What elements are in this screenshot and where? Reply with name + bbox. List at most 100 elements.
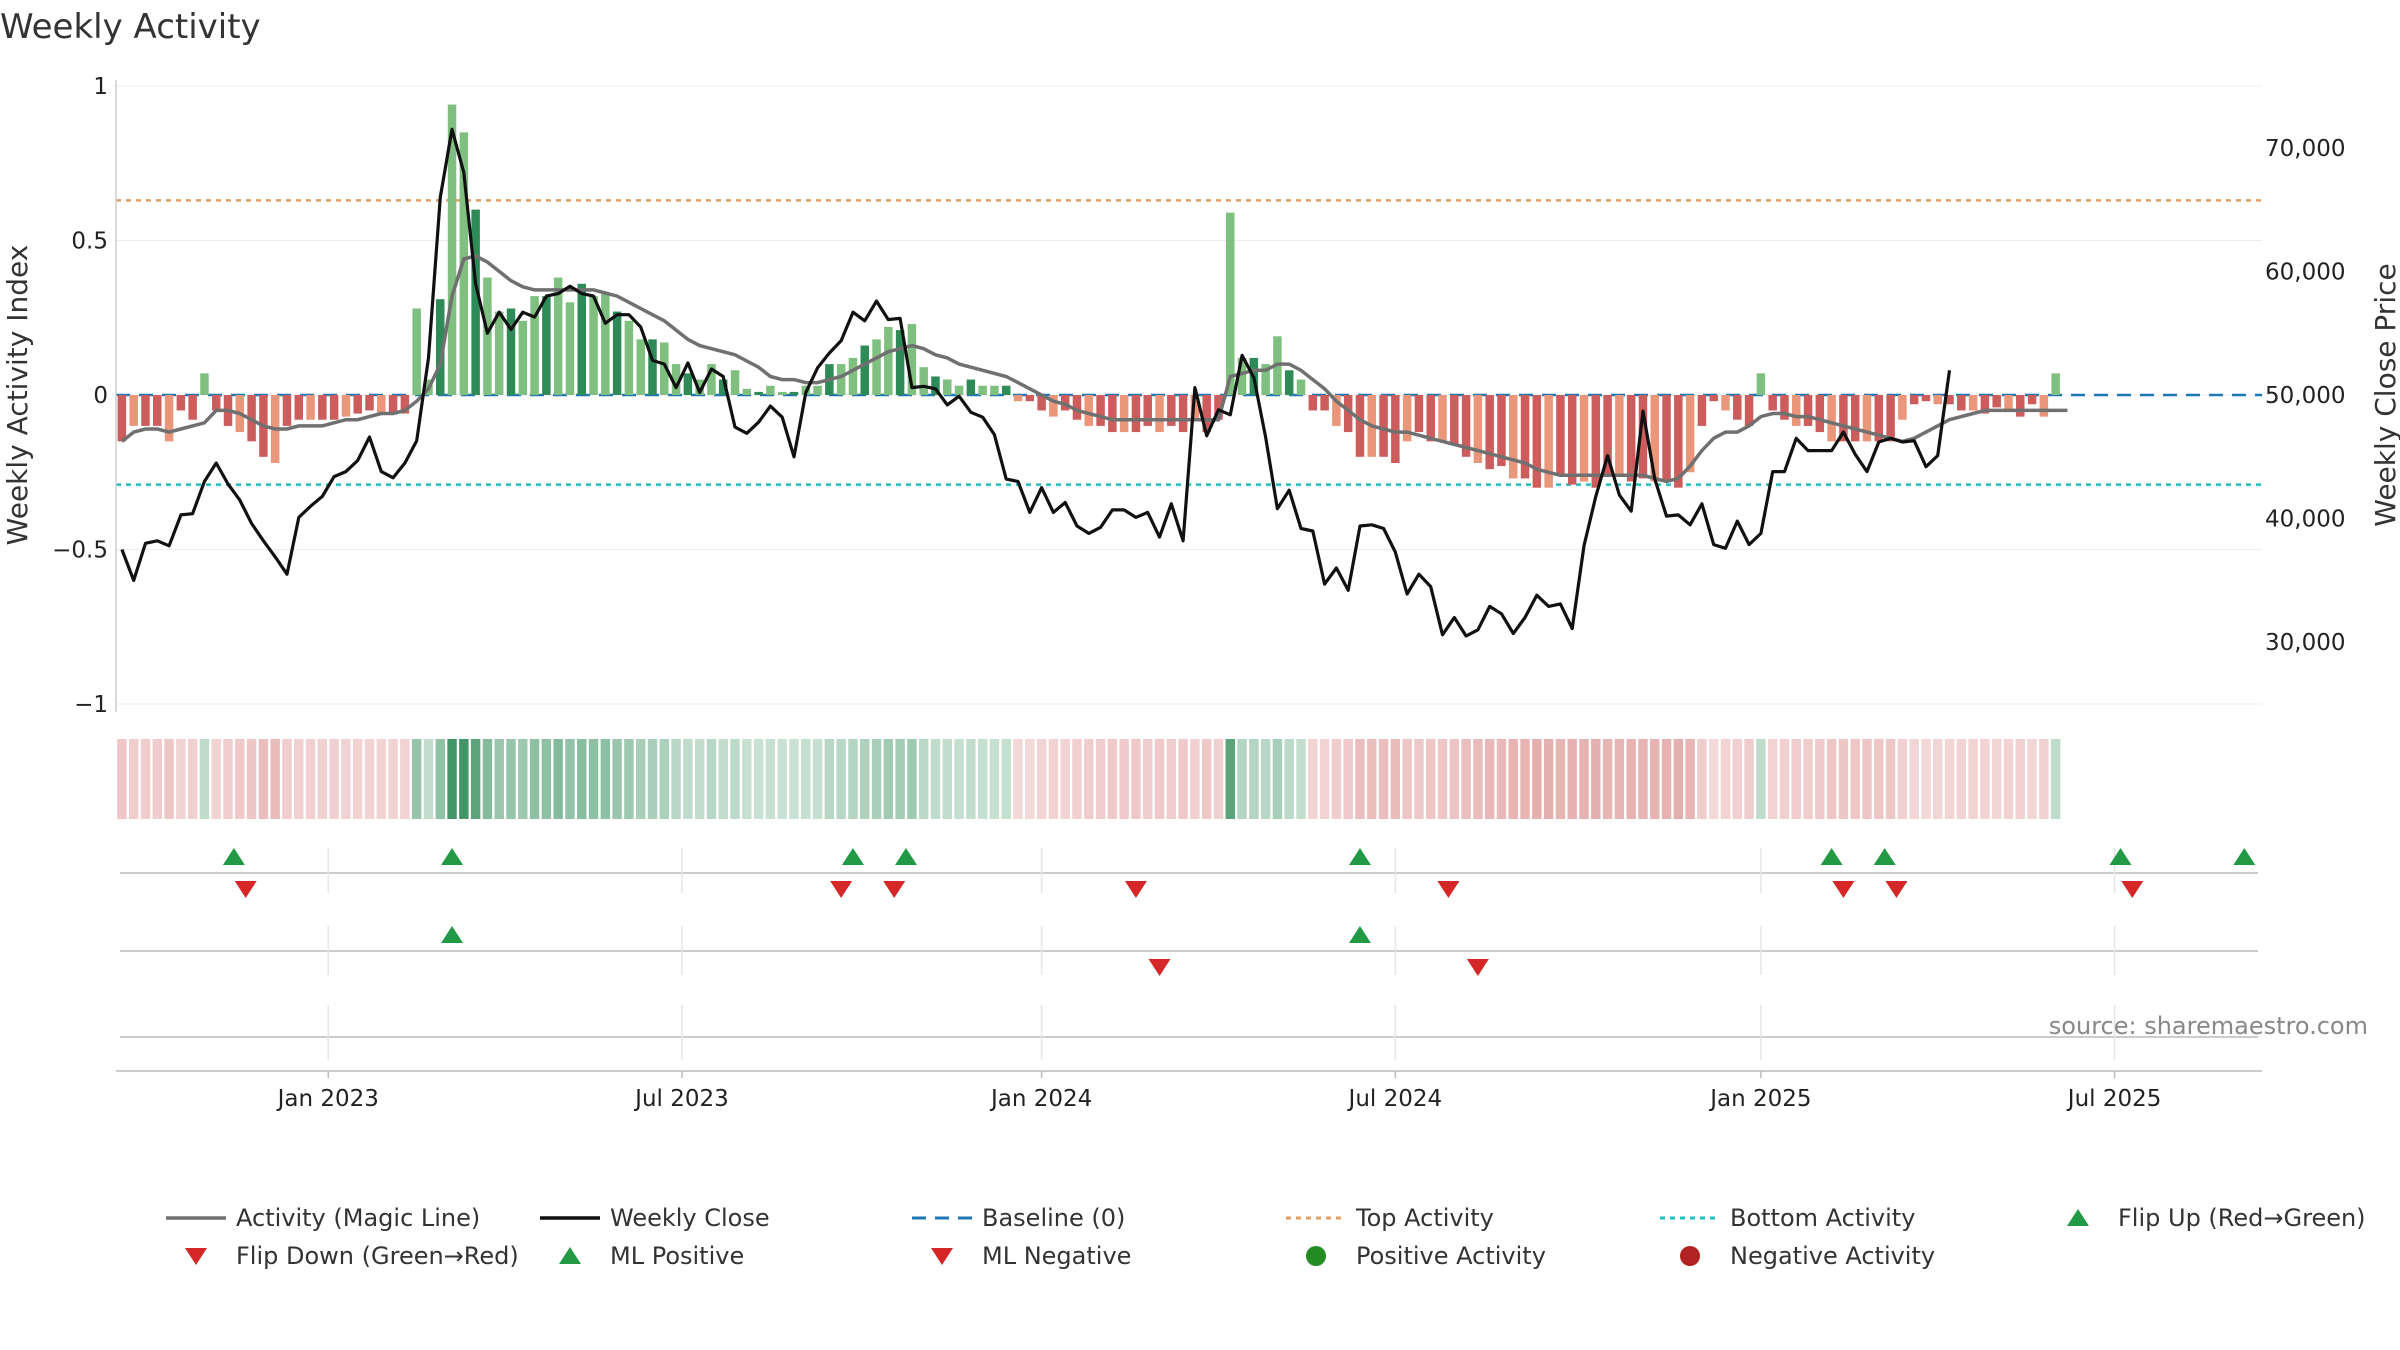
activity-bar xyxy=(1839,395,1848,442)
activity-bar xyxy=(329,395,339,420)
ml-negative-marker xyxy=(1466,959,1489,976)
left-tick-label: 0.5 xyxy=(71,229,108,255)
heat-cell xyxy=(1190,739,1200,819)
heat-cell xyxy=(730,739,740,819)
heat-cell xyxy=(388,739,398,819)
x-tick-label: Jan 2025 xyxy=(1708,1086,1811,1112)
heat-cell xyxy=(789,739,799,819)
activity-bar xyxy=(1332,395,1341,426)
activity-bar xyxy=(589,296,598,395)
activity-bar xyxy=(860,345,869,395)
heat-cell xyxy=(1249,739,1259,819)
left-axis-label: Weekly Activity Index xyxy=(1,245,34,546)
activity-bar xyxy=(2004,395,2013,411)
x-tick-label: Jul 2023 xyxy=(633,1086,729,1112)
right-axis-label: Weekly Close Price xyxy=(2369,263,2400,526)
activity-bar xyxy=(1567,395,1577,485)
heat-cell xyxy=(1791,739,1801,819)
activity-bar xyxy=(671,364,681,395)
activity-bar xyxy=(1084,395,1094,426)
heat-cell xyxy=(1944,739,1955,819)
activity-bar xyxy=(1591,395,1601,488)
legend-item: Flip Down (Green→Red) xyxy=(185,1242,519,1270)
magic-line xyxy=(120,254,2068,484)
heat-cell xyxy=(482,739,493,819)
activity-bar xyxy=(553,277,563,395)
activity-bar xyxy=(1968,395,1978,411)
heat-cell xyxy=(1013,739,1023,819)
heat-cell xyxy=(1673,739,1684,819)
legend-item: Positive Activity xyxy=(1306,1242,1546,1270)
heat-cell xyxy=(671,739,681,819)
activity-bar xyxy=(1744,395,1754,426)
heat-cell xyxy=(1484,739,1495,819)
left-tick-label: −0.5 xyxy=(52,538,108,564)
heat-cell xyxy=(187,739,198,819)
heat-cell xyxy=(1980,739,1990,819)
legend-label: Flip Down (Green→Red) xyxy=(236,1242,519,1270)
heat-cell xyxy=(1661,739,1672,819)
heat-cell xyxy=(1213,739,1224,819)
activity-bar xyxy=(353,395,362,414)
heat-cell xyxy=(1567,739,1577,819)
legend-item: ML Positive xyxy=(559,1242,744,1270)
activity-bar xyxy=(601,293,610,395)
heat-cell xyxy=(258,739,269,819)
heat-cell xyxy=(1154,739,1165,819)
heat-cell xyxy=(329,739,339,819)
activity-bar xyxy=(1049,395,1058,417)
activity-bar xyxy=(494,311,504,395)
heat-cell xyxy=(659,739,670,819)
heat-cell xyxy=(883,739,894,819)
heat-cell xyxy=(411,739,422,819)
heat-cell xyxy=(1449,739,1460,819)
heat-cell xyxy=(1178,739,1188,819)
heat-cell xyxy=(1897,739,1908,819)
activity-bar xyxy=(2039,395,2049,417)
activity-bar xyxy=(1119,395,1129,433)
x-axis-ticks: Jan 2023 Jul 2023 Jan 2024 Jul 2024 Jan 2025… xyxy=(276,1071,2161,1112)
heat-cell xyxy=(918,739,929,819)
activity-bar xyxy=(1214,395,1223,420)
heat-cell xyxy=(211,739,221,819)
heat-cell xyxy=(1862,739,1872,819)
activity-bar xyxy=(1402,395,1412,442)
activity-bar xyxy=(1532,395,1542,488)
heat-cell xyxy=(600,739,611,819)
activity-bar xyxy=(1685,395,1695,473)
heat-cell xyxy=(506,739,516,819)
heat-cell xyxy=(1260,739,1271,819)
heat-cell xyxy=(588,739,599,819)
heat-cell xyxy=(706,739,717,819)
activity-bar xyxy=(1756,373,1766,395)
activity-bar xyxy=(542,296,551,395)
activity-bar xyxy=(683,373,693,395)
activity-bar xyxy=(282,395,292,426)
activity-bar xyxy=(848,357,858,395)
activity-bar xyxy=(153,395,162,426)
heat-cell xyxy=(1107,739,1118,819)
activity-bar xyxy=(1308,395,1318,411)
heat-cell xyxy=(1779,739,1790,819)
activity-bar xyxy=(1261,364,1270,395)
activity-bar xyxy=(518,320,528,395)
legend-swatch xyxy=(185,1248,207,1265)
heat-cell xyxy=(435,739,445,819)
activity-bar xyxy=(1072,395,1082,420)
heat-cell xyxy=(1732,739,1743,819)
activity-bar xyxy=(483,277,492,395)
right-tick-label: 40,000 xyxy=(2265,507,2345,533)
heat-cell xyxy=(1378,739,1389,819)
heat-cell xyxy=(635,739,646,819)
heat-cell xyxy=(812,739,823,819)
legend-label: ML Positive xyxy=(610,1242,744,1270)
heat-cell xyxy=(577,739,587,819)
activity-bar xyxy=(1945,395,1954,405)
heat-cell xyxy=(1956,739,1967,819)
legend-label: Baseline (0) xyxy=(982,1204,1125,1232)
activity-bar xyxy=(872,339,881,395)
activity-bar xyxy=(1721,395,1730,411)
heat-cell xyxy=(1803,739,1813,819)
heat-cell xyxy=(848,739,858,819)
